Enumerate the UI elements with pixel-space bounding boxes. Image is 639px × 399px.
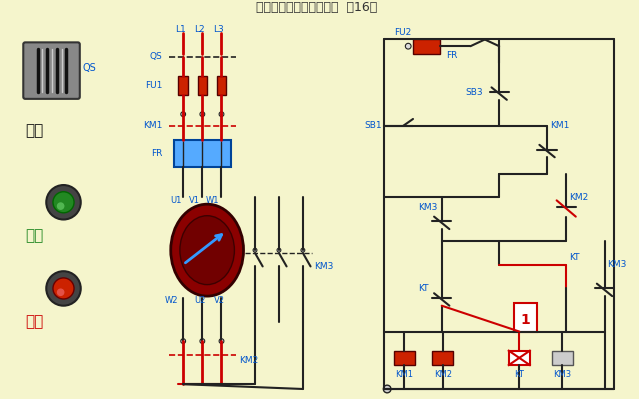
Circle shape — [57, 288, 65, 296]
Text: L2: L2 — [194, 26, 204, 34]
Circle shape — [46, 185, 81, 219]
Circle shape — [301, 248, 305, 252]
Text: L3: L3 — [213, 26, 224, 34]
Text: KM2: KM2 — [434, 370, 452, 379]
Text: KT: KT — [418, 284, 428, 293]
Text: 停止: 停止 — [26, 314, 44, 330]
Text: 电源: 电源 — [26, 123, 44, 138]
Text: W1: W1 — [206, 196, 220, 205]
Text: KM1: KM1 — [142, 121, 162, 130]
Text: V2: V2 — [214, 296, 225, 305]
Text: KT: KT — [569, 253, 580, 262]
Text: FR: FR — [447, 51, 458, 60]
FancyBboxPatch shape — [23, 42, 80, 99]
Bar — [509, 351, 530, 365]
Text: FR: FR — [151, 149, 162, 158]
Circle shape — [53, 192, 74, 213]
Text: KM3: KM3 — [553, 370, 571, 379]
Bar — [217, 76, 226, 95]
Bar — [178, 76, 188, 95]
Bar — [552, 351, 573, 365]
Circle shape — [405, 43, 411, 49]
Circle shape — [181, 112, 185, 117]
Circle shape — [181, 339, 185, 344]
Text: KM1: KM1 — [550, 121, 569, 130]
Bar — [432, 351, 453, 365]
Circle shape — [200, 339, 204, 344]
Text: L1: L1 — [175, 26, 186, 34]
Text: KM2: KM2 — [569, 193, 589, 202]
Text: QS: QS — [150, 52, 162, 61]
Bar — [197, 76, 207, 95]
Text: U2: U2 — [195, 296, 206, 305]
Text: QS: QS — [82, 63, 96, 73]
Text: W2: W2 — [165, 296, 178, 305]
Ellipse shape — [180, 216, 235, 284]
Text: 启动: 启动 — [26, 228, 44, 243]
Bar — [174, 140, 231, 167]
Circle shape — [253, 248, 257, 252]
Text: 1: 1 — [520, 313, 530, 327]
Circle shape — [219, 112, 224, 117]
Circle shape — [383, 385, 391, 393]
Circle shape — [57, 202, 65, 210]
Text: FU1: FU1 — [145, 81, 162, 90]
Text: SB1: SB1 — [365, 121, 382, 130]
Bar — [514, 303, 537, 332]
Bar — [413, 40, 440, 54]
Circle shape — [53, 278, 74, 299]
Text: KM2: KM2 — [239, 356, 258, 365]
Text: KM3: KM3 — [314, 262, 334, 271]
Circle shape — [200, 112, 204, 117]
Title: 电气控制原理动态图大全  第16张: 电气控制原理动态图大全 第16张 — [256, 1, 378, 14]
Text: KM3: KM3 — [608, 260, 627, 269]
Circle shape — [277, 248, 281, 252]
Circle shape — [46, 271, 81, 306]
Text: KT: KT — [514, 370, 524, 379]
Text: KM1: KM1 — [396, 370, 413, 379]
Text: FU2: FU2 — [394, 28, 411, 37]
Text: KM3: KM3 — [418, 203, 437, 211]
Ellipse shape — [171, 204, 243, 296]
Text: SB3: SB3 — [465, 88, 483, 97]
Circle shape — [219, 339, 224, 344]
Bar — [394, 351, 415, 365]
Text: V1: V1 — [189, 196, 201, 205]
Text: U1: U1 — [170, 196, 181, 205]
